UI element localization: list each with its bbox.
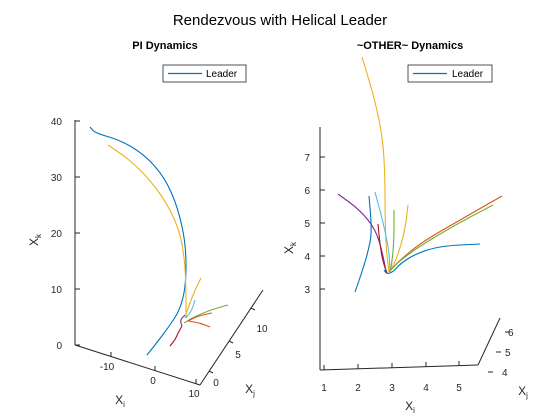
z-tick-label: 20: [51, 229, 63, 240]
x-ticks-pi: [110, 352, 197, 384]
z-ticks-pi: [75, 120, 80, 346]
y-axis-label-other: Xj: [518, 384, 528, 400]
legend-label-leader: Leader: [452, 69, 484, 80]
figure-title: Rendezvous with Helical Leader: [173, 12, 387, 29]
legend-other: Leader: [407, 64, 493, 83]
x-axis-line-other: [319, 364, 479, 371]
x-axis-label-pi: Xi: [115, 393, 125, 409]
z-axis-label-pi: Xk: [27, 233, 43, 246]
z-tick-label: 10: [51, 285, 63, 296]
x-tick-label: 3: [389, 383, 395, 394]
trajectories-pi: [89, 126, 229, 356]
x-tick-label: -10: [100, 362, 115, 373]
z-tick-label: 0: [56, 341, 62, 352]
y-tick-label: 10: [256, 324, 268, 335]
series-line-follower-2: [361, 56, 390, 273]
panel-pi-dynamics: PI Dynamics 0 10 20 30 40 -10 0 10: [27, 40, 268, 409]
series-line-follower-9: [389, 210, 395, 273]
z-tick-label: 5: [304, 219, 310, 230]
y-tick-label: 4: [502, 368, 508, 379]
y-ticks-other: [488, 331, 510, 373]
y-tick-label: 0: [213, 378, 219, 389]
x-tick-label: 4: [423, 383, 429, 394]
series-line-follower-6: [187, 320, 211, 328]
z-tick-label: 7: [304, 153, 310, 164]
y-axis-label-pi: Xj: [245, 382, 255, 398]
y-tick-label: 5: [235, 350, 241, 361]
y-axis-line-pi: [199, 289, 264, 386]
z-tick-label: 3: [304, 285, 310, 296]
y-ticks-pi: [208, 307, 256, 374]
x-ticks-other: [323, 361, 460, 370]
x-axis-line-pi: [74, 344, 201, 386]
x-tick-label: 2: [355, 383, 361, 394]
z-tick-label: 40: [51, 117, 63, 128]
trajectories-other: [337, 56, 503, 293]
x-axis-label-other: Xi: [405, 399, 415, 415]
z-ticks-other: [320, 156, 325, 290]
panel-other-dynamics: ~OTHER~ Dynamics 3 4 5 6 7 1 2 3 4 5: [282, 40, 528, 415]
subplot-title-other: ~OTHER~ Dynamics: [357, 40, 463, 52]
y-axis-line-other: [477, 317, 501, 366]
series-line-follower-7: [180, 314, 186, 327]
z-axis-label-other: Xk: [282, 241, 298, 254]
series-line-follower-3: [391, 204, 409, 269]
series-line-leader: [89, 126, 187, 356]
legend-box: [407, 64, 493, 83]
x-tick-label: 5: [456, 383, 462, 394]
series-line-follower-3: [183, 304, 229, 324]
series-line-leader: [383, 243, 481, 274]
x-tick-label: 1: [321, 383, 327, 394]
z-tick-label: 30: [51, 173, 63, 184]
x-tick-label: 10: [188, 389, 200, 400]
z-tick-label: 4: [304, 252, 310, 263]
y-tick-label: 6: [508, 328, 514, 339]
legend-box: [162, 64, 247, 83]
series-line-follower-5: [388, 204, 494, 273]
series-line-follower-7: [377, 223, 388, 274]
series-line-follower-6: [337, 193, 387, 273]
subplot-title-pi: PI Dynamics: [132, 40, 197, 52]
series-line-follower-4: [169, 325, 183, 347]
series-line-follower-8: [374, 191, 391, 271]
y-tick-label: 5: [505, 348, 511, 359]
series-line-follower-1: [107, 144, 187, 318]
x-tick-label: 0: [150, 376, 156, 387]
legend-label-leader: Leader: [206, 69, 238, 80]
series-line-follower-5: [187, 312, 213, 322]
series-line-follower-2: [184, 277, 202, 319]
series-line-follower-8: [185, 299, 196, 319]
series-line-follower-1: [354, 195, 372, 293]
z-tick-label: 6: [304, 186, 310, 197]
legend-pi: Leader: [162, 64, 247, 83]
